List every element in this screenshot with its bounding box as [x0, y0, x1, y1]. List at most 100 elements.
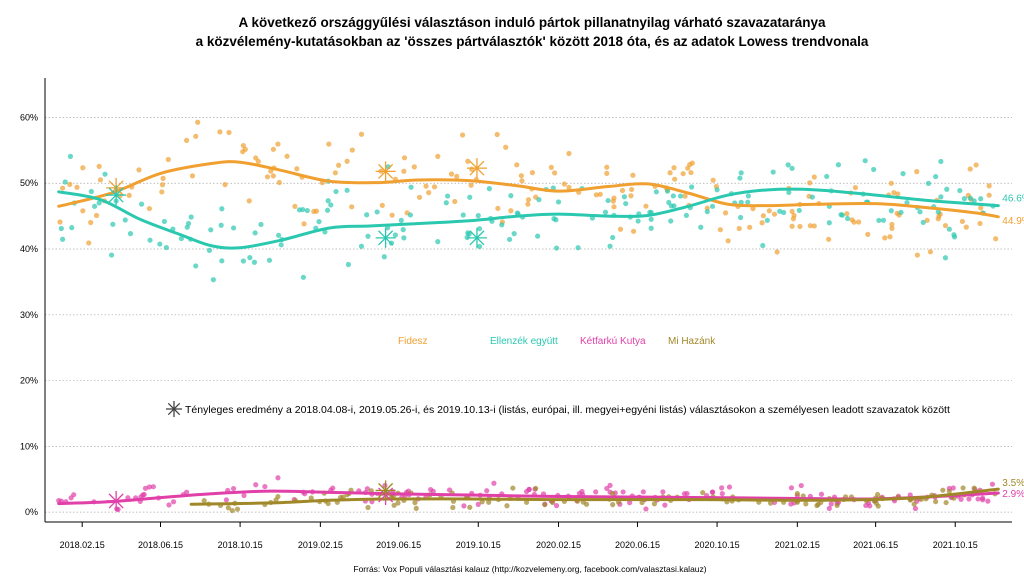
data-point: [593, 489, 599, 495]
data-point: [771, 211, 778, 217]
data-point: [223, 497, 229, 503]
data-point: [468, 182, 474, 188]
data-point: [710, 177, 716, 183]
data-point: [551, 170, 558, 176]
data-point: [452, 198, 458, 205]
data-point: [484, 488, 490, 494]
data-point: [630, 228, 637, 234]
data-point: [508, 208, 514, 214]
data-point: [97, 177, 104, 183]
data-point: [593, 192, 599, 198]
data-point: [412, 500, 418, 506]
data-point: [253, 155, 259, 161]
data-point: [275, 232, 282, 238]
data-point: [548, 164, 554, 170]
data-point: [188, 214, 194, 220]
data-point: [566, 184, 572, 190]
data-point: [225, 505, 231, 511]
data-point: [863, 502, 869, 509]
x-tick-label: 2018.02.15: [60, 540, 105, 550]
data-point: [332, 170, 338, 176]
data-point: [602, 209, 609, 215]
data-point: [475, 501, 481, 507]
data-point: [944, 186, 950, 192]
data-point: [993, 236, 999, 242]
data-point: [684, 490, 690, 497]
data-point: [147, 237, 153, 243]
data-point: [643, 203, 649, 209]
data-point: [525, 201, 531, 207]
y-tick-label: 50%: [20, 178, 38, 188]
data-point: [96, 163, 102, 169]
data-point: [844, 215, 851, 222]
data-point: [519, 178, 525, 184]
data-point: [526, 486, 532, 492]
data-point: [284, 153, 290, 159]
data-point: [426, 190, 432, 196]
data-point: [942, 222, 949, 229]
data-point: [617, 226, 624, 232]
data-point: [737, 214, 744, 221]
data-point: [229, 507, 235, 514]
data-point: [781, 209, 787, 216]
data-point: [80, 208, 86, 214]
data-point: [745, 199, 751, 205]
data-point: [300, 274, 306, 280]
data-point: [511, 231, 517, 237]
data-point: [943, 499, 949, 506]
data-point: [803, 501, 809, 507]
data-point: [610, 502, 616, 508]
data-point: [811, 223, 817, 229]
data-point: [510, 485, 516, 491]
data-point: [258, 221, 264, 228]
data-point: [719, 491, 725, 497]
end-label: 44.9%: [1002, 216, 1024, 227]
data-point: [275, 475, 281, 481]
data-point: [828, 501, 834, 507]
data-point: [794, 491, 800, 497]
data-point: [529, 170, 536, 176]
data-point: [459, 132, 466, 138]
data-point: [217, 129, 223, 135]
gridlines: [45, 117, 1012, 513]
data-point: [764, 217, 770, 223]
data-point: [709, 489, 716, 495]
data-point: [760, 213, 766, 219]
data-point: [325, 500, 331, 507]
data-point: [607, 243, 613, 249]
data-point: [262, 483, 268, 490]
data-point: [140, 492, 146, 498]
data-point: [777, 208, 783, 214]
data-point: [759, 220, 765, 226]
data-point: [189, 173, 196, 179]
data-point: [270, 146, 276, 152]
data-point: [978, 205, 984, 211]
data-point: [313, 208, 320, 214]
data-point: [958, 496, 964, 502]
data-point: [611, 195, 617, 201]
data-point: [942, 255, 949, 261]
data-point: [807, 223, 813, 229]
data-point: [960, 485, 966, 491]
data-point: [88, 219, 94, 226]
data-point: [891, 189, 897, 196]
data-point: [604, 164, 610, 170]
data-point: [889, 225, 895, 231]
data-point: [898, 209, 904, 215]
data-point: [160, 175, 166, 181]
data-point: [270, 173, 276, 179]
election-marker: [375, 161, 396, 182]
data-point: [230, 225, 237, 231]
data-point: [736, 225, 742, 232]
data-point: [234, 506, 241, 512]
data-point: [358, 131, 365, 137]
data-point: [912, 505, 919, 512]
data-point: [597, 191, 603, 197]
y-tick-label: 0%: [25, 507, 38, 517]
data-point: [671, 165, 677, 171]
data-point: [986, 192, 992, 198]
data-point: [653, 189, 659, 195]
data-point: [951, 234, 958, 240]
data-point: [856, 219, 862, 225]
data-point: [963, 224, 969, 230]
